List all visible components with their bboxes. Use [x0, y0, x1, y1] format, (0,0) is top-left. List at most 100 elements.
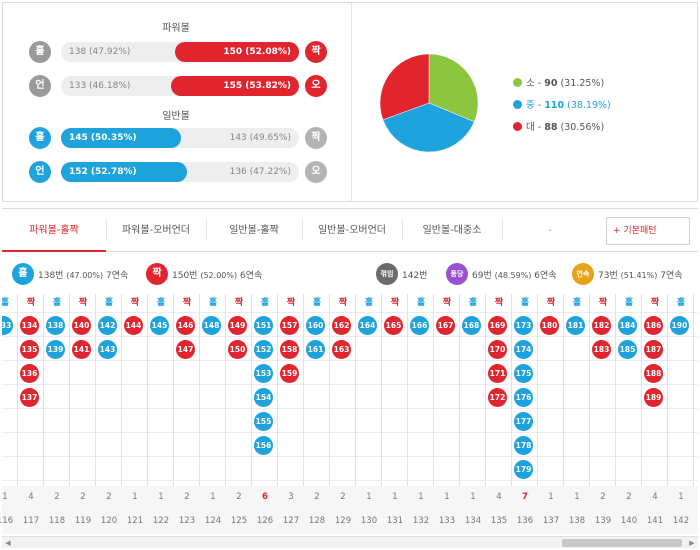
powerball-under-over-row: 언 133 (46.18%) 155 (53.82%) 오	[3, 75, 349, 99]
result-ball: 180	[540, 316, 559, 335]
result-ball: 171	[488, 364, 507, 383]
round-number: 116	[0, 516, 14, 526]
odd-summary: 138번 (47.00%) 7연속	[38, 268, 128, 281]
result-ball: 140	[72, 316, 91, 335]
column-header: 짝	[26, 298, 36, 308]
consecutive-streak: 7연속	[660, 271, 683, 281]
column-header: 짝	[390, 298, 400, 308]
streak-count: 1	[548, 492, 554, 502]
basic-pattern-button[interactable]: + 기본패턴	[606, 217, 690, 245]
result-ball: 190	[670, 316, 689, 335]
panel-divider	[351, 3, 352, 201]
grid-row-line	[2, 336, 698, 337]
round-number: 125	[230, 516, 248, 526]
pattern-column: 홀 166	[408, 294, 434, 534]
round-number: 136	[516, 516, 534, 526]
column-header: 짝	[650, 298, 660, 308]
tab-normalball-odd-even[interactable]: 일반볼-홀짝	[229, 225, 279, 236]
normalball-odd-even-row: 홀 145 (50.35%) 143 (49.65%) 짝	[3, 127, 349, 151]
streak-count: 1	[418, 492, 424, 502]
column-header: 홀	[468, 298, 478, 308]
right-value: 143 (49.65%)	[229, 133, 291, 143]
streak-count: 7	[522, 492, 528, 502]
legend-dot-icon	[513, 100, 522, 109]
scroll-right-arrow-icon[interactable]: ▶	[689, 539, 695, 547]
tab-empty[interactable]: -	[548, 225, 552, 236]
round-number: 122	[152, 516, 170, 526]
result-ball: 160	[306, 316, 325, 335]
legend-item-medium: 중 - 110 (38.19%)	[513, 97, 611, 119]
even-streak: 6연속	[239, 271, 263, 281]
horizontal-scrollbar[interactable]: ◀ ▶	[2, 536, 698, 548]
pattern-column: 홀 148	[200, 294, 226, 534]
left-value: 138 (47.92%)	[69, 47, 131, 57]
powerball-title: 파워볼	[162, 23, 190, 34]
odd-icon: 홀	[12, 263, 34, 285]
result-ball: 156	[254, 436, 273, 455]
consecutive-summary: 73번 (51.41%) 7연속	[598, 268, 683, 281]
round-number: 131	[386, 516, 404, 526]
odd-label-icon: 홀	[29, 127, 51, 149]
round-number: 135	[490, 516, 508, 526]
odd-count: 138번	[38, 271, 64, 281]
result-ball: 166	[410, 316, 429, 335]
scroll-thumb[interactable]	[562, 539, 682, 547]
column-header: 짝	[546, 298, 556, 308]
round-number: 137	[542, 516, 560, 526]
column-header: 홀	[156, 298, 166, 308]
streak-count: 1	[392, 492, 398, 502]
tab-divider	[206, 219, 207, 241]
result-ball: 163	[332, 340, 351, 359]
tab-divider	[106, 219, 107, 241]
pattern-column: 짝 146 147	[174, 294, 200, 534]
result-ball: 158	[280, 340, 299, 359]
result-ball: 175	[514, 364, 533, 383]
turn-summary: 142번	[402, 271, 428, 281]
result-ball: 147	[176, 340, 195, 359]
round-number: 121	[126, 516, 144, 526]
pattern-column: 짝 182 183	[590, 294, 616, 534]
tab-powerball-odd-even[interactable]: 파워볼-홀짝	[2, 209, 106, 252]
result-ball: 165	[384, 316, 403, 335]
column-header: 홀	[416, 298, 426, 308]
result-ball: 176	[514, 388, 533, 407]
stat-bar: 133 (46.18%) 155 (53.82%)	[61, 76, 299, 96]
tab-powerball-over-under[interactable]: 파워볼-오버언더	[121, 225, 190, 236]
stat-bar: 138 (47.92%) 150 (52.08%)	[61, 42, 299, 62]
pattern-column: 짝 186 187 188 189	[642, 294, 668, 534]
grid-row-line	[2, 432, 698, 433]
result-ball: 179	[514, 460, 533, 479]
pongdang-pct: (48.59%)	[494, 271, 532, 280]
round-number: 126	[256, 516, 274, 526]
stat-bar: 152 (52.78%) 136 (47.22%)	[61, 162, 299, 182]
even-icon: 짝	[146, 263, 168, 285]
grid-row-line	[2, 360, 698, 361]
column-header: 짝	[78, 298, 88, 308]
streak-count: 1	[132, 492, 138, 502]
powerball-odd-even-row: 홀 138 (47.92%) 150 (52.08%) 짝	[3, 41, 349, 65]
result-ball: 134	[20, 316, 39, 335]
result-ball: 178	[514, 436, 533, 455]
column-header: 짝	[130, 298, 140, 308]
tab-normalball-over-under[interactable]: 일반볼-오버언더	[317, 225, 386, 236]
streak-count: 2	[106, 492, 112, 502]
tab-normalball-size[interactable]: 일반볼-대중소	[422, 225, 482, 236]
legend-sep: -	[537, 100, 542, 111]
streak-count: 2	[184, 492, 190, 502]
result-ball: 173	[514, 316, 533, 335]
column-header: 홀	[676, 298, 686, 308]
result-ball: 157	[280, 316, 299, 335]
bar-fill: 150 (52.08%)	[175, 42, 299, 62]
bar-fill: 145 (50.35%)	[61, 128, 181, 148]
round-number: 140	[620, 516, 638, 526]
odd-pct: (47.00%)	[66, 271, 104, 280]
result-ball: 133	[2, 316, 13, 335]
column-header: 홀	[312, 298, 322, 308]
grid-row-line	[2, 480, 698, 481]
round-number: 130	[360, 516, 378, 526]
scroll-left-arrow-icon[interactable]: ◀	[5, 539, 11, 547]
round-number: 134	[464, 516, 482, 526]
result-ball: 141	[72, 340, 91, 359]
under-label-icon: 언	[29, 75, 51, 97]
left-value: 133 (46.18%)	[69, 81, 131, 91]
